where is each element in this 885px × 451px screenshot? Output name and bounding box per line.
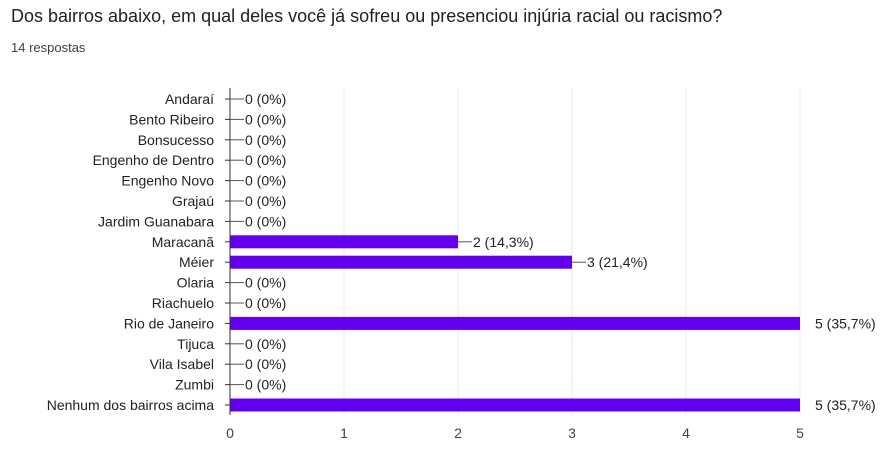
- category-label: Andaraí: [165, 91, 214, 107]
- x-tick-label: 5: [796, 425, 804, 441]
- data-label: 0 (0%): [245, 152, 286, 168]
- data-label: 0 (0%): [245, 111, 286, 127]
- data-label: 0 (0%): [245, 91, 286, 107]
- category-label: Zumbi: [175, 377, 214, 393]
- data-label: 5 (35,7%): [815, 315, 876, 331]
- category-label: Maracanã: [152, 234, 214, 250]
- data-label: 3 (21,4%): [587, 254, 648, 270]
- category-label: Riachuelo: [152, 295, 214, 311]
- bar: [230, 316, 800, 330]
- category-label: Grajaú: [172, 193, 214, 209]
- category-label: Rio de Janeiro: [124, 315, 214, 331]
- category-label: Bento Ribeiro: [129, 111, 214, 127]
- data-label: 0 (0%): [245, 295, 286, 311]
- data-label: 2 (14,3%): [473, 234, 534, 250]
- category-label: Méier: [179, 254, 214, 270]
- data-label: 0 (0%): [245, 132, 286, 148]
- category-label: Engenho Novo: [121, 173, 214, 189]
- question-title: Dos bairros abaixo, em qual deles você j…: [11, 6, 723, 26]
- data-label: 0 (0%): [245, 275, 286, 291]
- category-label: Jardim Guanabara: [98, 213, 214, 229]
- x-tick-label: 0: [226, 425, 234, 441]
- x-tick-label: 1: [340, 425, 348, 441]
- bar: [230, 235, 458, 249]
- category-label: Nenhum dos bairros acima: [47, 397, 215, 413]
- category-label: Bonsucesso: [138, 132, 214, 148]
- category-label: Olaria: [177, 275, 215, 291]
- data-label: 0 (0%): [245, 173, 286, 189]
- x-tick-label: 4: [682, 425, 690, 441]
- bar: [230, 398, 800, 412]
- category-label: Tijuca: [177, 336, 214, 352]
- category-label: Engenho de Dentro: [93, 152, 215, 168]
- x-tick-label: 3: [568, 425, 576, 441]
- data-label: 0 (0%): [245, 356, 286, 372]
- data-label: 0 (0%): [245, 213, 286, 229]
- data-label: 5 (35,7%): [815, 397, 876, 413]
- x-tick-label: 2: [454, 425, 462, 441]
- category-label: Vila Isabel: [150, 356, 214, 372]
- response-count: 14 respostas: [11, 40, 86, 55]
- data-label: 0 (0%): [245, 377, 286, 393]
- data-label: 0 (0%): [245, 336, 286, 352]
- bar: [230, 255, 572, 269]
- data-label: 0 (0%): [245, 193, 286, 209]
